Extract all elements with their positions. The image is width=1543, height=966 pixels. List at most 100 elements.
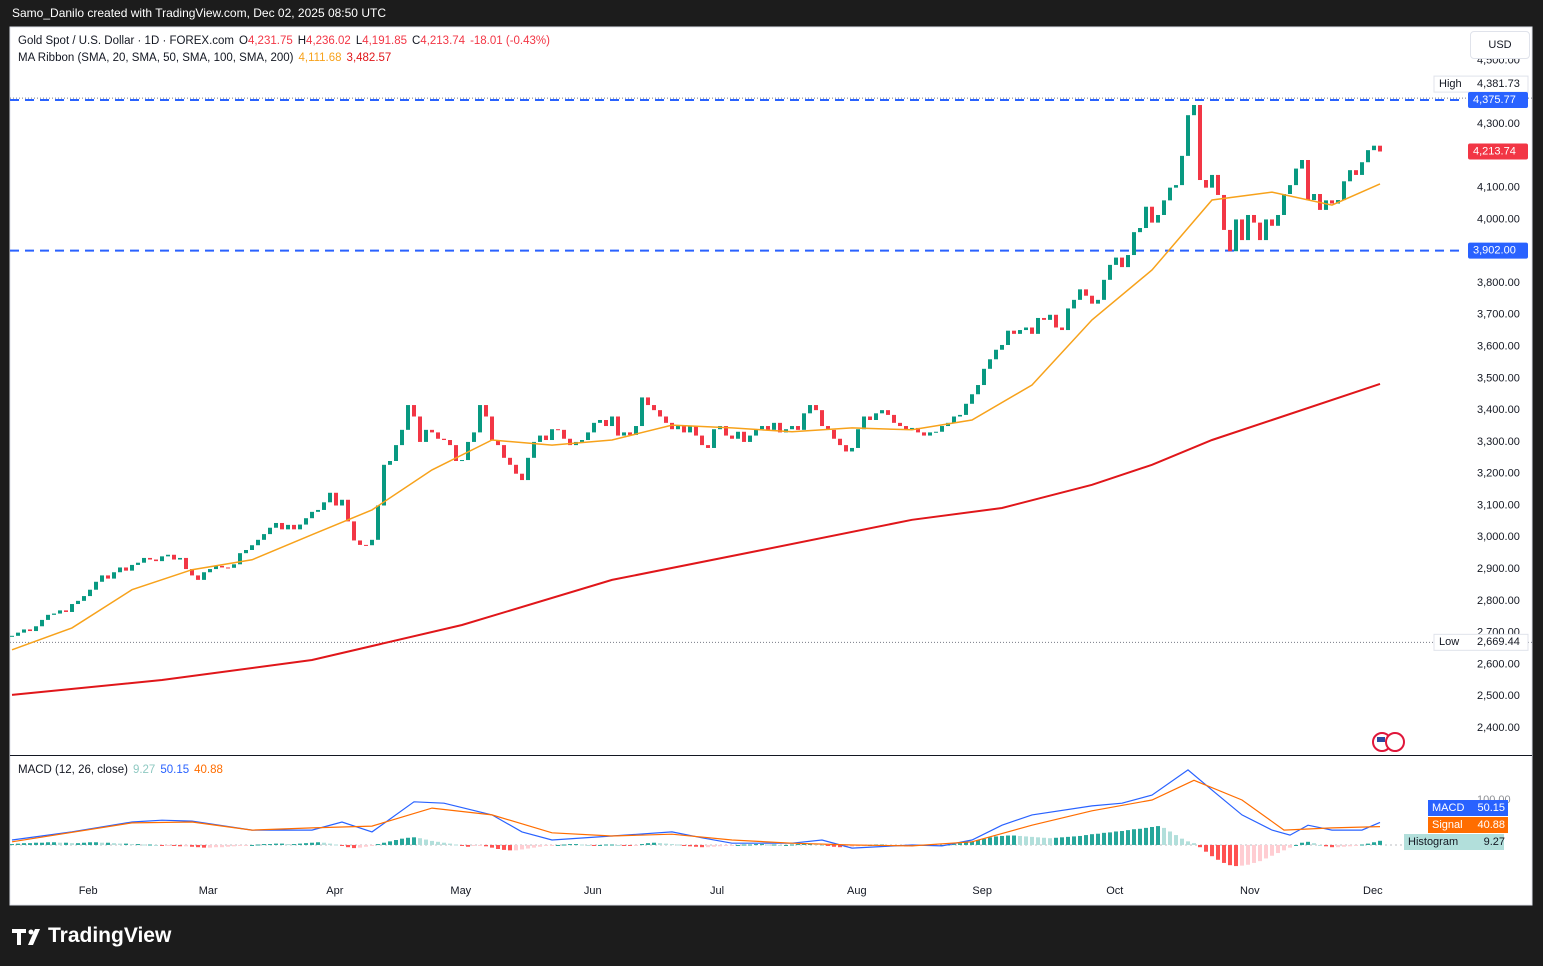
histogram-bar <box>646 843 650 845</box>
candle <box>778 422 782 433</box>
candle <box>1252 214 1256 223</box>
candle <box>202 572 206 580</box>
x-tick-label: Nov <box>1240 885 1260 897</box>
candle <box>148 557 152 560</box>
currency-button[interactable]: USD <box>1470 31 1530 59</box>
histogram-bar <box>706 844 710 848</box>
candle <box>1210 174 1214 188</box>
brand: TradingView <box>48 924 172 947</box>
candle <box>598 419 602 423</box>
ma-legend: MA Ribbon (SMA, 20, SMA, 50, SMA, 100, S… <box>18 52 396 64</box>
histogram-bar <box>124 843 128 845</box>
candle <box>142 557 146 563</box>
candle <box>1150 206 1154 223</box>
candle <box>874 413 878 420</box>
candle <box>454 445 458 461</box>
histogram-bar <box>1366 843 1370 845</box>
histogram-bar <box>700 844 704 848</box>
last-price-label: 4,213.74 <box>1473 145 1516 157</box>
candle <box>214 565 218 570</box>
histogram-bar <box>34 842 38 845</box>
ohlc-key: H <box>297 35 307 47</box>
candle <box>472 432 476 442</box>
candle <box>964 403 968 415</box>
candle <box>1132 232 1136 256</box>
candle <box>892 414 896 423</box>
candle <box>364 544 368 546</box>
histogram-bar <box>436 841 440 845</box>
ohlc-value: 4,236.02 <box>306 35 351 47</box>
histogram-bar <box>88 842 92 845</box>
candle <box>1264 219 1268 241</box>
y-tick-label: 3,200.00 <box>1477 468 1520 480</box>
candle <box>556 429 560 431</box>
histogram-bar <box>976 840 980 845</box>
histogram-bar <box>628 844 632 846</box>
level-box <box>1468 242 1528 259</box>
candle <box>1270 219 1274 226</box>
candle <box>544 435 548 441</box>
candle <box>460 460 464 462</box>
last-price-box <box>1468 143 1528 160</box>
histogram-bar <box>292 844 296 846</box>
candle <box>1192 105 1196 116</box>
histogram-bar <box>244 844 248 846</box>
histogram-bar <box>82 842 86 845</box>
candle <box>244 549 248 554</box>
ohlc-key: C <box>411 35 421 47</box>
candle <box>934 431 938 433</box>
histogram-bar <box>1282 844 1286 851</box>
candle <box>1186 115 1190 156</box>
histogram-bar <box>382 842 386 845</box>
y-tick-label: 2,600.00 <box>1477 658 1520 670</box>
histogram-bar <box>1114 831 1118 845</box>
candle <box>208 569 212 573</box>
level-label: 4,375.77 <box>1473 94 1516 106</box>
histogram-bar <box>112 843 116 845</box>
candle <box>1162 200 1166 215</box>
candle <box>334 492 338 506</box>
histogram-bar <box>148 844 152 846</box>
indicator-title: MA Ribbon (SMA, 20, SMA, 50, SMA, 100, S… <box>18 52 294 64</box>
histogram-bar <box>652 842 656 845</box>
candle <box>268 527 272 535</box>
histogram-bar <box>310 842 314 845</box>
histogram-bar <box>1162 827 1166 845</box>
histogram-bar <box>262 844 266 846</box>
candle <box>802 413 806 430</box>
candle <box>1012 330 1016 334</box>
candle <box>694 426 698 436</box>
candle <box>346 499 350 522</box>
histogram-bar <box>142 844 146 846</box>
extreme-name: High <box>1439 78 1462 90</box>
histogram-bar <box>772 844 776 846</box>
candle <box>976 385 980 395</box>
histogram-bar <box>1006 835 1010 845</box>
candle <box>1246 214 1250 241</box>
candle <box>166 554 170 557</box>
ma-line <box>11 183 1381 651</box>
candle <box>106 575 110 579</box>
histogram-bar <box>400 838 404 845</box>
histogram-bar <box>1060 837 1064 845</box>
y-tick-label: 4,100.00 <box>1477 182 1520 194</box>
candle <box>352 521 356 541</box>
histogram-bar <box>592 844 596 846</box>
candle <box>844 445 848 452</box>
candle <box>262 534 266 540</box>
candle <box>1234 219 1238 252</box>
histogram-bar <box>40 842 44 845</box>
ma-value: 3,482.57 <box>346 52 392 64</box>
candle <box>748 435 752 442</box>
candle <box>88 589 92 597</box>
candle <box>550 429 554 441</box>
histogram-bar <box>784 844 788 846</box>
histogram-bar <box>454 844 458 846</box>
candle <box>700 435 704 446</box>
candle <box>1204 180 1208 188</box>
histogram-bar <box>1228 844 1232 866</box>
histogram-bar <box>1324 844 1328 847</box>
histogram-bar <box>64 842 68 845</box>
candle <box>22 629 26 633</box>
